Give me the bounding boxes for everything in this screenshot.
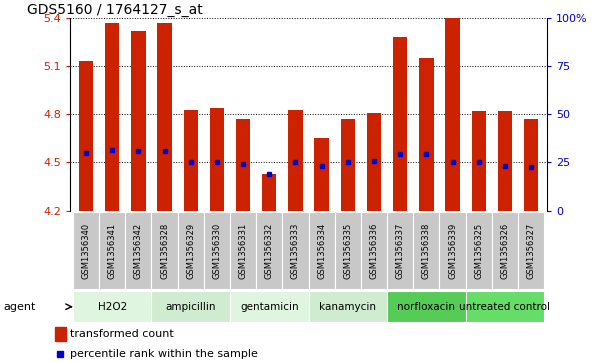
Text: agent: agent (3, 302, 35, 312)
Bar (236, 119, 251, 211)
Bar (183, 110, 198, 211)
Text: ampicillin: ampicillin (166, 302, 216, 312)
FancyBboxPatch shape (309, 291, 387, 322)
Text: GSM1356327: GSM1356327 (527, 223, 536, 278)
Text: GSM1356338: GSM1356338 (422, 222, 431, 279)
FancyBboxPatch shape (99, 212, 125, 289)
FancyBboxPatch shape (230, 212, 256, 289)
FancyBboxPatch shape (466, 291, 544, 322)
FancyBboxPatch shape (466, 212, 492, 289)
Bar (105, 23, 119, 211)
Text: untreated control: untreated control (459, 302, 551, 312)
Text: gentamicin: gentamicin (240, 302, 299, 312)
FancyBboxPatch shape (387, 291, 466, 322)
Bar (79, 61, 93, 211)
FancyBboxPatch shape (518, 212, 544, 289)
Text: norfloxacin: norfloxacin (397, 302, 455, 312)
Bar (445, 18, 459, 211)
Text: percentile rank within the sample: percentile rank within the sample (70, 349, 258, 359)
Text: GSM1356336: GSM1356336 (370, 222, 379, 279)
Text: GSM1356340: GSM1356340 (81, 223, 90, 278)
Text: GDS5160 / 1764127_s_at: GDS5160 / 1764127_s_at (27, 3, 203, 17)
Text: GSM1356329: GSM1356329 (186, 223, 196, 278)
Text: GSM1356339: GSM1356339 (448, 223, 457, 278)
FancyBboxPatch shape (282, 212, 309, 289)
Bar (524, 119, 538, 211)
Text: transformed count: transformed count (70, 329, 174, 339)
Bar (131, 31, 145, 211)
Bar (341, 119, 355, 211)
FancyBboxPatch shape (152, 291, 230, 322)
FancyBboxPatch shape (152, 212, 178, 289)
Text: GSM1356341: GSM1356341 (108, 223, 117, 278)
FancyBboxPatch shape (204, 212, 230, 289)
Bar (210, 108, 224, 211)
Text: GSM1356328: GSM1356328 (160, 223, 169, 278)
Text: GSM1356332: GSM1356332 (265, 223, 274, 278)
FancyBboxPatch shape (361, 212, 387, 289)
FancyBboxPatch shape (335, 212, 361, 289)
Bar (393, 37, 408, 211)
Bar (419, 58, 434, 211)
Text: GSM1356325: GSM1356325 (474, 223, 483, 278)
Bar (158, 23, 172, 211)
Text: GSM1356342: GSM1356342 (134, 223, 143, 278)
FancyBboxPatch shape (492, 212, 518, 289)
FancyBboxPatch shape (413, 212, 439, 289)
FancyBboxPatch shape (256, 212, 282, 289)
Text: GSM1356326: GSM1356326 (500, 223, 510, 278)
FancyBboxPatch shape (73, 291, 152, 322)
Text: GSM1356331: GSM1356331 (238, 223, 247, 278)
Text: GSM1356333: GSM1356333 (291, 222, 300, 279)
Text: GSM1356337: GSM1356337 (396, 222, 404, 279)
FancyBboxPatch shape (387, 212, 413, 289)
Text: GSM1356335: GSM1356335 (343, 223, 353, 278)
Bar (472, 111, 486, 211)
Text: H2O2: H2O2 (98, 302, 127, 312)
Bar (55, 327, 66, 341)
FancyBboxPatch shape (125, 212, 152, 289)
FancyBboxPatch shape (73, 212, 99, 289)
FancyBboxPatch shape (439, 212, 466, 289)
Text: GSM1356334: GSM1356334 (317, 223, 326, 278)
Text: kanamycin: kanamycin (320, 302, 376, 312)
Bar (262, 174, 276, 211)
Bar (367, 113, 381, 211)
FancyBboxPatch shape (178, 212, 204, 289)
FancyBboxPatch shape (230, 291, 309, 322)
FancyBboxPatch shape (309, 212, 335, 289)
Text: GSM1356330: GSM1356330 (213, 223, 221, 278)
Bar (288, 110, 302, 211)
Bar (315, 138, 329, 211)
Bar (498, 111, 512, 211)
